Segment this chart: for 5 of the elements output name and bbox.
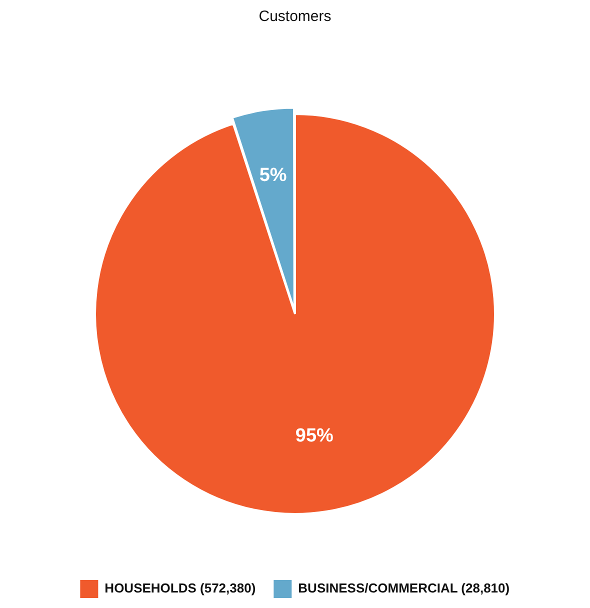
legend-label: BUSINESS/COMMERCIAL (28,810)	[298, 580, 510, 596]
legend-label: HOUSEHOLDS (572,380)	[104, 580, 256, 596]
data-label: 95%	[295, 426, 334, 447]
chart-title: Customers	[258, 8, 332, 26]
data-label: 5%	[259, 164, 287, 186]
